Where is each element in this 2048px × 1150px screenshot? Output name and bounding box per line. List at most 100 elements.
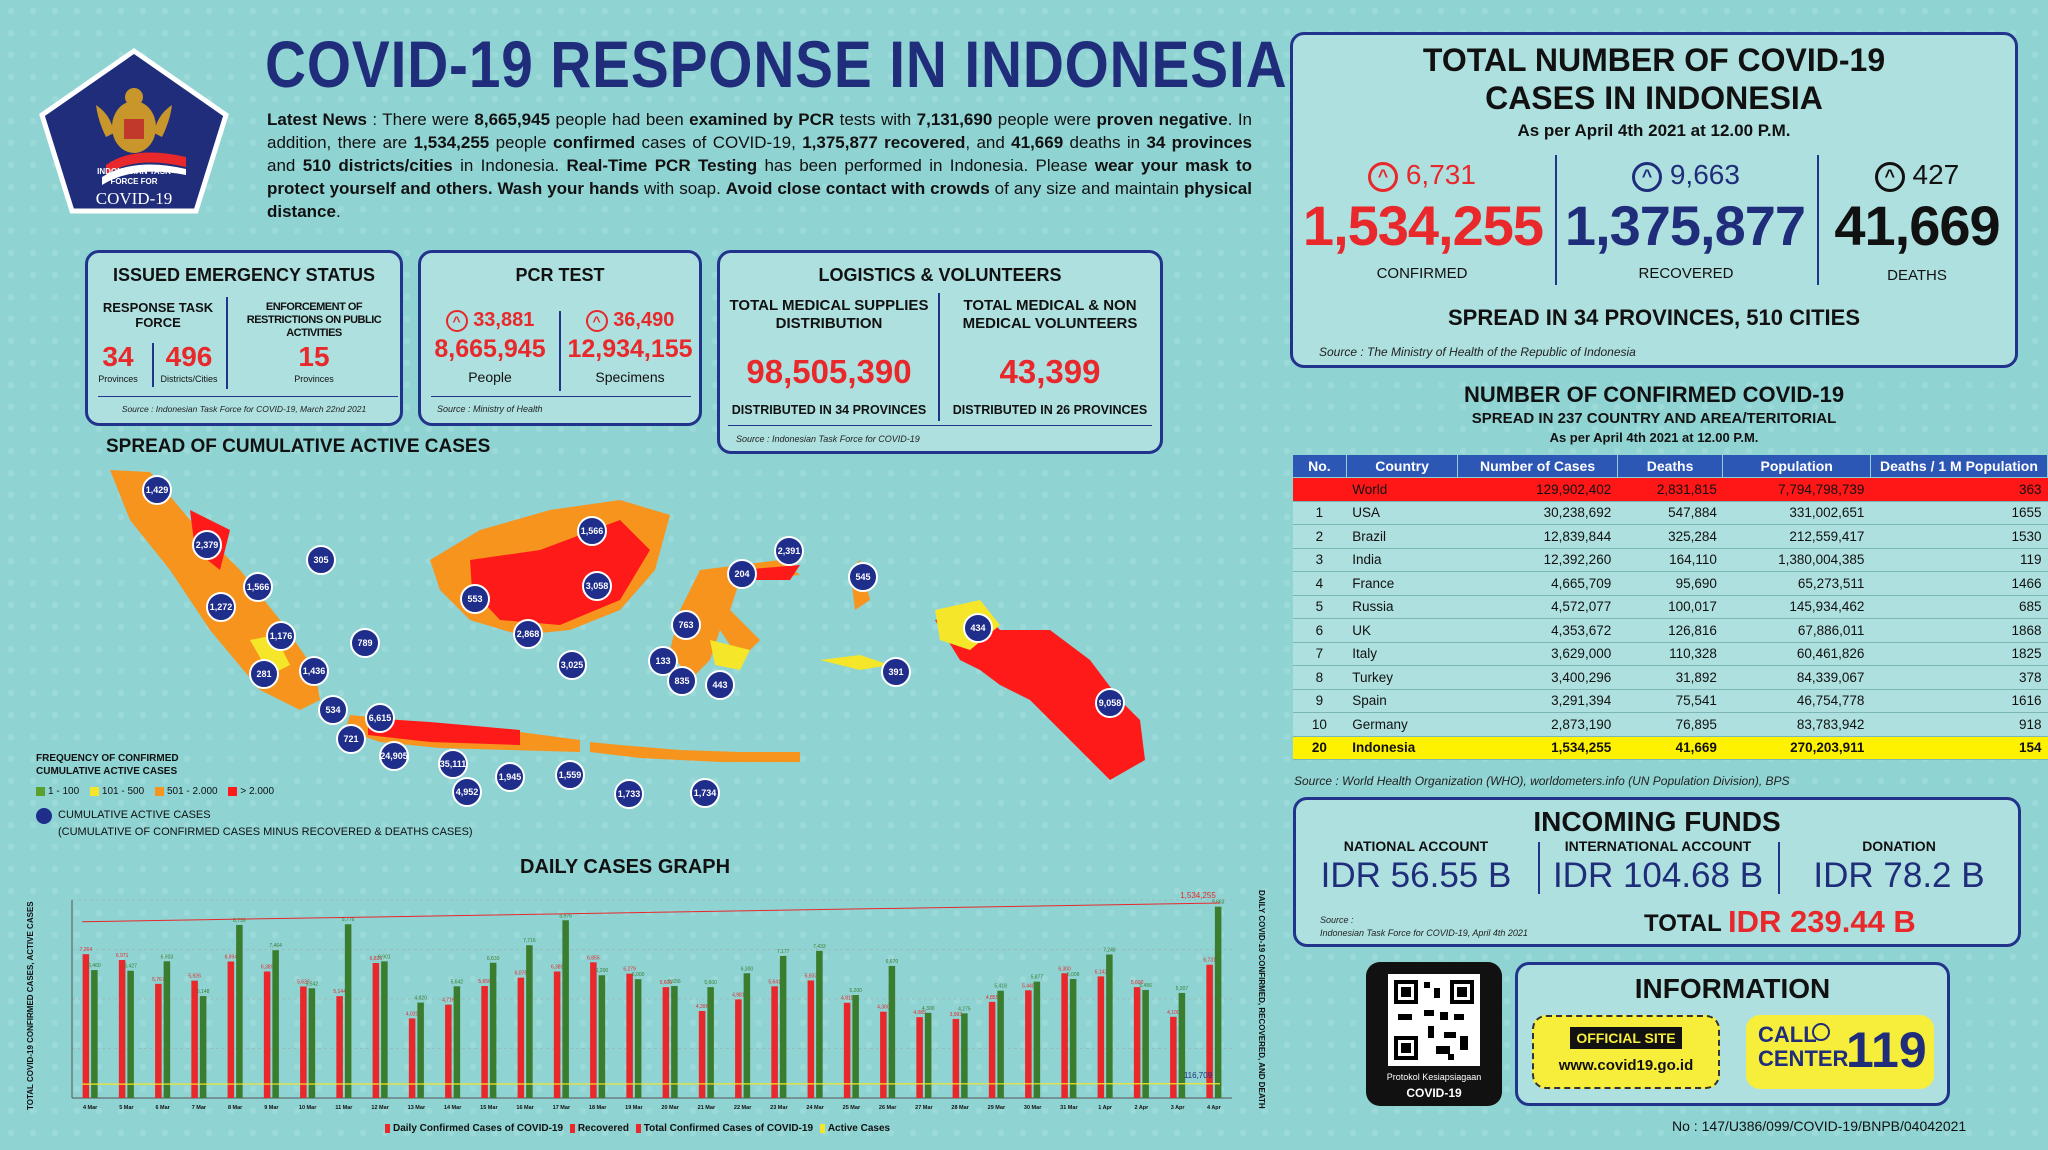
bar-recovered <box>1142 989 1149 1098</box>
bar-confirmed <box>952 1018 960 1098</box>
pcr-people-total: 8,665,945 <box>434 335 546 363</box>
table-header-row: No. Country Number of Cases Deaths Popul… <box>1292 454 2048 478</box>
map-bubble: 1,559 <box>555 760 585 790</box>
funds-total-label: TOTAL <box>1644 910 1722 937</box>
cell-cases: 1,534,255 <box>1457 736 1618 760</box>
bar-confirmed <box>1206 964 1213 1098</box>
x-tick-label: 25 Mar <box>843 1105 861 1111</box>
world-subtitle: SPREAD IN 237 COUNTRY AND AREA/TERITORIA… <box>1471 410 1837 427</box>
bar-recovered <box>598 975 606 1098</box>
bar-recovered <box>163 961 171 1098</box>
bar-recovered <box>1033 981 1041 1098</box>
bar-value-label: 4,300 <box>922 1006 935 1012</box>
cell-population: 83,783,942 <box>1722 712 1871 737</box>
bar-confirmed <box>843 1002 851 1098</box>
bar-value-label: 4,855 <box>986 995 999 1001</box>
x-tick-label: 20 Mar <box>661 1105 679 1111</box>
bubble-legend-sub: (CUMULATIVE OF CONFIRMED CASES MINUS REC… <box>58 826 473 838</box>
bar-value-label: 5,440 <box>1022 983 1035 989</box>
bar-value-label: 5,200 <box>849 988 862 994</box>
info-title: INFORMATION <box>1634 973 1831 1004</box>
map-bubble: 721 <box>336 724 366 754</box>
cell-no: 8 <box>1292 665 1347 690</box>
map-bubble: 835 <box>667 666 697 696</box>
cell-population: 7,794,798,739 <box>1722 477 1871 502</box>
cell-deaths: 110,328 <box>1617 642 1723 666</box>
x-tick-label: 11 Mar <box>335 1105 353 1111</box>
x-tick-label: 28 Mar <box>951 1105 969 1111</box>
cell-cases: 3,291,394 <box>1457 689 1618 713</box>
bar-value-label: 4,275 <box>958 1006 971 1012</box>
cell-population: 270,203,911 <box>1722 736 1871 760</box>
bar-confirmed <box>227 961 235 1098</box>
bar-confirmed <box>988 1001 996 1098</box>
bar-recovered <box>236 924 243 1098</box>
x-tick-label: 2 Apr <box>1134 1105 1149 1111</box>
cell-deaths-per-m: 378 <box>1870 665 2048 690</box>
java-red <box>368 718 520 745</box>
bar-recovered <box>634 979 642 1098</box>
map-bubble: 6,615 <box>365 703 395 733</box>
cell-cases: 3,629,000 <box>1457 642 1618 666</box>
map-bubble: 1,945 <box>495 762 525 792</box>
cell-cases: 12,839,844 <box>1457 524 1618 549</box>
cell-no: 1 <box>1292 501 1347 525</box>
bar-value-label: 4,020 <box>406 1011 419 1017</box>
indonesia-map <box>100 460 1190 820</box>
header-deaths: Deaths <box>1616 454 1724 478</box>
map-bubble: 553 <box>460 584 490 614</box>
sulawesi <box>670 560 800 680</box>
active-cases-end-label: 116,709 <box>1184 1071 1213 1080</box>
cell-population: 84,339,067 <box>1722 665 1871 690</box>
cell-country: India <box>1346 548 1458 572</box>
cell-no: 20 <box>1292 736 1347 760</box>
qr-card[interactable]: Protokol Kesiapsiagaan COVID-19 <box>1366 962 1502 1106</box>
papua <box>935 610 1145 780</box>
cell-deaths-per-m: 1868 <box>1870 618 2048 643</box>
cell-no: 5 <box>1292 595 1347 619</box>
official-site-button[interactable]: OFFICIAL SITE www.covid19.go.id <box>1532 1015 1720 1089</box>
bubble-legend: CUMULATIVE ACTIVE CASES <box>58 809 211 821</box>
bar-value-label: 5,307 <box>1176 986 1189 992</box>
bar-confirmed <box>263 971 271 1098</box>
spread-text: SPREAD IN 34 PROVINCES, 510 CITIES <box>1447 305 1861 330</box>
cell-no: 10 <box>1292 712 1347 737</box>
enforcement-title: ENFORCEMENT OF RESTRICTIONS ON PUBLIC AC… <box>246 301 382 339</box>
map-bubble: 545 <box>848 562 878 592</box>
confirmed-delta: ^ 6,731 <box>1293 159 1551 192</box>
bar-value-label: 6,142 <box>1095 969 1108 975</box>
bar-value-label: 8,776 <box>342 917 355 923</box>
cell-deaths-per-m: 1825 <box>1870 642 2048 666</box>
bar-value-label: 6,078 <box>515 971 528 977</box>
x-tick-label: 16 Mar <box>516 1105 534 1111</box>
bar-value-label: 8,739 <box>233 918 246 924</box>
bar-value-label: 6,427 <box>124 964 137 970</box>
cell-population: 60,461,826 <box>1722 642 1871 666</box>
world-as-per: As per April 4th 2021 at 12.00 P.M. <box>1549 430 1759 445</box>
cell-country: Turkey <box>1346 665 1458 690</box>
arrow-up-icon: ^ <box>1874 161 1905 192</box>
table-row: 3 India 12,392,260 164,110 1,380,004,385 119 <box>1292 548 2048 572</box>
call-center-button[interactable]: CALL CENTER 119 <box>1746 1015 1934 1089</box>
pcr-test-panel: PCR TEST ^ 33,881 8,665,945 People ^ 36,… <box>418 250 702 426</box>
cell-country: France <box>1346 571 1458 596</box>
bar-confirmed <box>445 1004 452 1098</box>
deaths-label: DEATHS <box>1887 267 1947 284</box>
provinces-label: Provinces <box>98 374 138 384</box>
information-panel: INFORMATION OFFICIAL SITE www.covid19.go… <box>1515 962 1950 1106</box>
bar-confirmed <box>372 962 380 1098</box>
map-bubble: 4,952 <box>452 777 482 807</box>
chart-ylabel-left: TOTAL COVID-19 CONFIRMED CASES, ACTIVE C… <box>26 901 35 1110</box>
table-row: 7 Italy 3,629,000 110,328 60,461,826 1825 <box>1292 642 2048 666</box>
cell-country: Spain <box>1346 689 1458 713</box>
x-tick-label: 4 Mar <box>83 1105 98 1111</box>
cell-country: Indonesia <box>1346 736 1458 760</box>
latest-news: Latest News : There were 8,665,945 peopl… <box>267 110 1253 221</box>
bar-value-label: 5,600 <box>704 980 717 986</box>
bar-value-label: 6,389 <box>261 964 274 970</box>
bar-confirmed <box>807 980 815 1098</box>
bar-value-label: 5,456 <box>1139 983 1152 989</box>
pcr-spec-label: Specimens <box>595 369 665 385</box>
cell-no: 2 <box>1292 524 1347 549</box>
bar-recovered <box>888 965 896 1098</box>
